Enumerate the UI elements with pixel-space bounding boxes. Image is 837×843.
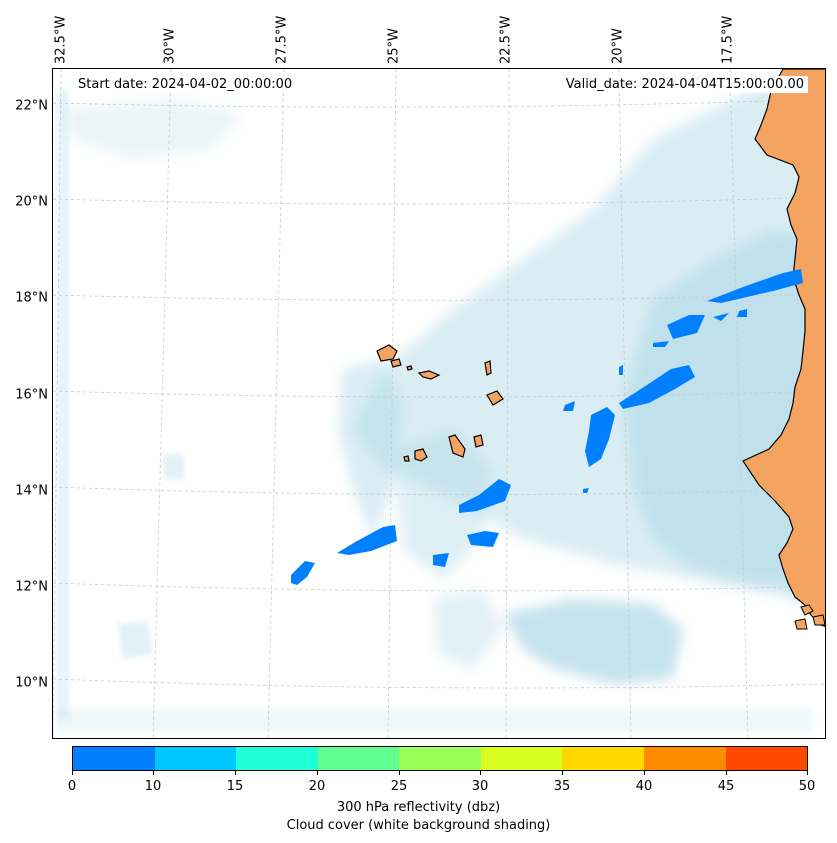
- lon-label-25w: 25°W: [386, 28, 402, 64]
- reflectivity-small-2: [563, 401, 575, 411]
- colorbar-segment-0-10: [73, 747, 155, 770]
- reflectivity-band-sw-2: [467, 531, 499, 547]
- colorbar-tick: [480, 771, 481, 775]
- lon-label-17-5w: 17.5°W: [720, 15, 736, 64]
- colorbar-segment-15-20: [236, 747, 318, 770]
- colorbar-tick: [399, 771, 400, 775]
- colorbar-tick-label-25: 25: [390, 779, 408, 794]
- valid-date-label: Valid_date: 2024-04-04T15:00:00.00: [561, 76, 808, 93]
- island-sal: [484, 360, 492, 376]
- reflectivity-cell-far-west: [291, 561, 315, 585]
- cloud-cover-layer: [57, 79, 813, 731]
- cape-verde-islands: [376, 344, 504, 462]
- island-santiago: [448, 434, 466, 458]
- colorbar-tick-label-45: 45: [717, 779, 735, 794]
- cloud-streak-central: [393, 429, 493, 579]
- colorbar-tick: [562, 771, 563, 775]
- colorbar-tick: [644, 771, 645, 775]
- lon-label-27-5w: 27.5°W: [274, 15, 290, 64]
- colorbar-tick-label-50: 50: [798, 779, 816, 794]
- reflectivity-small-1: [653, 341, 669, 347]
- reflectivity-small-5: [583, 488, 589, 493]
- colorbar-tick: [235, 771, 236, 775]
- island-boa-vista: [486, 390, 504, 406]
- graticule: [53, 69, 825, 738]
- lat-label-14n: 14°N: [15, 483, 48, 499]
- cloud-patch-upper-left: [63, 99, 243, 159]
- island-santo-antao: [376, 344, 398, 362]
- colorbar-tick-label-40: 40: [635, 779, 653, 794]
- cloud-band-dense: [623, 229, 813, 589]
- reflectivity-band-ne: [707, 269, 803, 303]
- cloud-edge-left: [57, 89, 69, 719]
- cloud-patch-southwest: [433, 589, 503, 669]
- reflectivity-band-ne-2: [667, 315, 705, 339]
- start-date-label: Start date: 2024-04-02_00:00:00: [74, 76, 297, 93]
- colorbar-segment-25-30: [399, 747, 481, 770]
- island-sao-vicente: [390, 358, 402, 368]
- colorbar-tick: [726, 771, 727, 775]
- colorbar-segment-30-35: [480, 747, 563, 770]
- island-maio: [473, 434, 484, 448]
- cloud-spot-1: [118, 621, 153, 659]
- reflectivity-band-west: [337, 525, 397, 555]
- lon-label-22-5w: 22.5°W: [498, 15, 514, 64]
- reflectivity-band-ne-4: [737, 309, 747, 317]
- lat-label-12n: 12°N: [15, 579, 48, 595]
- lat-label-22n: 22°N: [15, 98, 48, 114]
- lon-label-32-5w: 32.5°W: [53, 15, 69, 64]
- reflectivity-small-3: [619, 365, 623, 375]
- lon-label-20w: 20°W: [610, 28, 626, 64]
- colorbar-tick: [72, 771, 73, 775]
- lon-label-30w: 30°W: [162, 28, 178, 64]
- reflectivity-small-4: [433, 553, 449, 567]
- bissagos-islands: [794, 604, 825, 630]
- colorbar-subtitle: Cloud cover (white background shading): [286, 818, 551, 833]
- reflectivity-band-east: [619, 365, 695, 409]
- colorbar-title: 300 hPa reflectivity (dbz): [336, 800, 501, 815]
- colorbar-tick-label-15: 15: [226, 779, 244, 794]
- colorbar: [72, 746, 808, 771]
- colorbar-segment-40-45: [643, 747, 726, 770]
- reflectivity-cell-central: [585, 407, 615, 467]
- cloud-spot-2: [163, 454, 185, 479]
- colorbar-tick-label-20: 20: [308, 779, 326, 794]
- colorbar-tick-label-35: 35: [553, 779, 571, 794]
- colorbar-tick: [153, 771, 154, 775]
- colorbar-segment-10-15: [154, 747, 237, 770]
- island-brava: [403, 455, 410, 462]
- island-fogo: [414, 448, 428, 462]
- island-santa-luzia: [406, 365, 413, 371]
- island-sao-nicolau: [417, 370, 441, 380]
- lat-label-10n: 10°N: [15, 675, 48, 691]
- colorbar-tick: [807, 771, 808, 775]
- lat-label-20n: 20°N: [15, 194, 48, 210]
- map-canvas: [53, 69, 825, 738]
- lat-label-16n: 16°N: [15, 387, 48, 403]
- lat-label-18n: 18°N: [15, 290, 48, 306]
- africa-land: [742, 69, 825, 627]
- colorbar-tick: [317, 771, 318, 775]
- cloud-patch-south: [503, 599, 683, 684]
- cloud-edge-bottom: [57, 709, 813, 731]
- colorbar-segment-20-25: [317, 747, 400, 770]
- reflectivity-layer: [291, 269, 803, 585]
- map-panel: [52, 68, 826, 739]
- reflectivity-band-ne-3: [713, 313, 729, 321]
- colorbar-tick-label-0: 0: [67, 779, 77, 794]
- colorbar-segment-35-40: [562, 747, 644, 770]
- colorbar-tick-label-30: 30: [471, 779, 489, 794]
- colorbar-tick-label-10: 10: [144, 779, 162, 794]
- cloud-streak-west: [338, 359, 403, 539]
- colorbar-segment-45-50: [725, 747, 808, 770]
- reflectivity-band-sw: [459, 479, 511, 513]
